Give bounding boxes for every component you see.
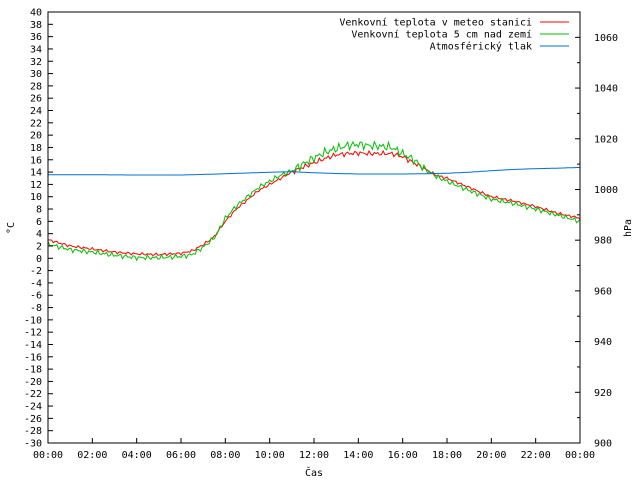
y-tick-label: -2 <box>30 266 42 277</box>
y-tick-label: 18 <box>30 143 42 154</box>
y-tick-label: -16 <box>24 352 42 363</box>
y-tick-label: 36 <box>30 32 42 43</box>
y-tick-label: 10 <box>30 192 42 203</box>
y-tick-label: 40 <box>30 8 42 19</box>
y-tick-label: 38 <box>30 20 42 31</box>
y2-tick-label: 980 <box>594 236 612 247</box>
y2-tick-label: 960 <box>594 286 612 297</box>
y-tick-label: 8 <box>36 205 42 216</box>
x-tick-label: 22:00 <box>521 450 551 461</box>
y2-tick-label: 1020 <box>594 134 618 145</box>
y-tick-label: -24 <box>24 402 42 413</box>
legend-label: Venkovní teplota 5 cm nad zemí <box>351 29 532 41</box>
y2-tick-label: 900 <box>594 439 612 450</box>
y-tick-label: -28 <box>24 426 42 437</box>
y-tick-label: -14 <box>24 340 42 351</box>
y2-axis-label: hPa <box>623 219 634 237</box>
y-tick-label: -6 <box>30 291 42 302</box>
legend: Venkovní teplota v meteo staniciVenkovní… <box>339 17 569 53</box>
x-tick-label: 20:00 <box>476 450 506 461</box>
y-tick-label: -8 <box>30 303 42 314</box>
series-layer <box>47 140 581 262</box>
y-tick-label: -26 <box>24 414 42 425</box>
y-tick-label: 24 <box>30 106 42 117</box>
y-tick-label: 22 <box>30 118 42 129</box>
series-line <box>47 140 581 262</box>
x-tick-label: 08:00 <box>210 450 240 461</box>
x-tick-label: 00:00 <box>565 450 595 461</box>
x-axis-label: Čas <box>305 466 323 479</box>
legend-label: Atmosférický tlak <box>430 41 532 53</box>
series-line <box>48 166 581 176</box>
y-tick-label: -18 <box>24 365 42 376</box>
y2-tick-label: 920 <box>594 388 612 399</box>
y-tick-label: 14 <box>30 168 42 179</box>
y-tick-label: -20 <box>24 377 42 388</box>
x-tick-label: 18:00 <box>432 450 462 461</box>
x-tick-label: 10:00 <box>255 450 285 461</box>
legend-label: Venkovní teplota v meteo stanici <box>339 17 532 29</box>
x-tick-label: 16:00 <box>388 450 418 461</box>
x-tick-label: 12:00 <box>299 450 329 461</box>
y-tick-label: 0 <box>36 254 42 265</box>
y-tick-label: 16 <box>30 155 42 166</box>
y-tick-label: -4 <box>30 278 42 289</box>
y2-tick-label: 1000 <box>594 185 618 196</box>
y-tick-label: -10 <box>24 315 42 326</box>
x-tick-label: 06:00 <box>166 450 196 461</box>
y-tick-label: 20 <box>30 131 42 142</box>
x-tick-label: 04:00 <box>122 450 152 461</box>
y-tick-label: 30 <box>30 69 42 80</box>
y-axis-label: °C <box>6 222 17 234</box>
y-tick-label: 6 <box>36 217 42 228</box>
y2-tick-label: 1040 <box>594 84 618 95</box>
y-tick-label: -30 <box>24 439 42 450</box>
y2-tick-label: 1060 <box>594 33 618 44</box>
x-tick-label: 14:00 <box>343 450 373 461</box>
y-tick-label: 12 <box>30 180 42 191</box>
y-tick-label: 28 <box>30 81 42 92</box>
y-tick-label: -12 <box>24 328 42 339</box>
y-tick-label: -22 <box>24 389 42 400</box>
x-tick-label: 02:00 <box>77 450 107 461</box>
y-tick-label: 34 <box>30 44 42 55</box>
x-tick-label: 00:00 <box>33 450 63 461</box>
y2-tick-label: 940 <box>594 337 612 348</box>
y-tick-label: 32 <box>30 57 42 68</box>
y-tick-label: 26 <box>30 94 42 105</box>
y-tick-label: 4 <box>36 229 42 240</box>
y-tick-label: 2 <box>36 241 42 252</box>
axes-layer: 4038363432302826242220181614121086420-2-… <box>24 8 618 462</box>
